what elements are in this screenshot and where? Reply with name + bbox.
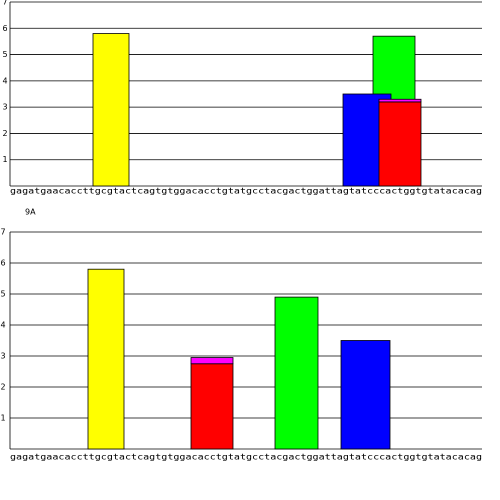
- bar: [92, 33, 130, 187]
- y-tick-label: 5: [2, 50, 7, 59]
- y-tick-label: 6: [2, 24, 7, 33]
- bar: [378, 98, 422, 103]
- y-tick-label: 7: [0, 228, 5, 237]
- y-tick-label: 4: [0, 321, 5, 330]
- y-tick-label: 1: [2, 155, 7, 164]
- y-tick-label: 6: [0, 259, 5, 268]
- sequence: gagatgaacaccttgcgtactcagtgtggacacctgtatg…: [10, 187, 482, 196]
- y-tick-label: 1: [0, 414, 5, 423]
- bar: [274, 296, 319, 450]
- sequence: gagatgaacaccttgcgtactcagtgtggacacctgtatg…: [10, 453, 482, 462]
- bar: [190, 363, 234, 450]
- bar: [378, 101, 422, 187]
- bar: [340, 340, 391, 450]
- chart-title: 9A: [25, 208, 36, 217]
- bar: [87, 268, 125, 450]
- y-tick-label: 3: [2, 103, 7, 112]
- y-tick-label: 4: [2, 76, 7, 85]
- bar: [190, 357, 234, 365]
- y-tick-label: 5: [0, 290, 5, 299]
- y-tick-label: 3: [0, 352, 5, 361]
- y-tick-label: 2: [0, 383, 5, 392]
- y-tick-label: 2: [2, 129, 7, 138]
- y-tick-label: 7: [2, 0, 7, 7]
